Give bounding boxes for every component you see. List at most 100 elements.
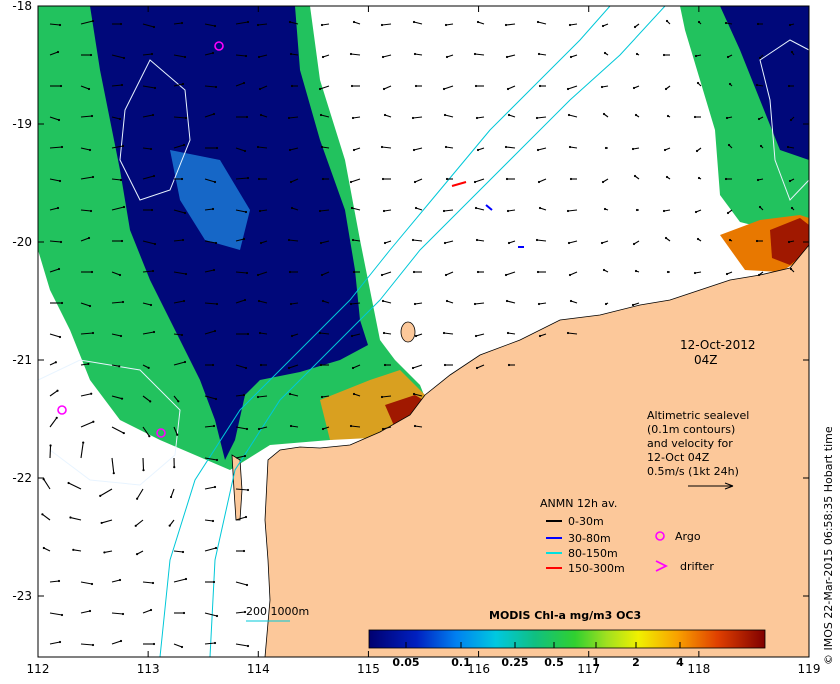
velocity-arrow-head [759, 206, 761, 208]
velocity-arrow-head [602, 25, 604, 27]
altimetry-note-line: 12-Oct 04Z [647, 451, 710, 464]
velocity-arrow-head [150, 148, 152, 150]
velocity-arrow-head [246, 272, 248, 274]
velocity-arrow-head [215, 398, 217, 400]
velocity-arrow-head [184, 361, 186, 363]
velocity-arrow-head [69, 516, 71, 518]
velocity-arrow-head [604, 208, 606, 210]
velocity-arrow-head [757, 179, 759, 181]
velocity-arrow-head [538, 303, 540, 305]
velocity-arrow-head [150, 304, 152, 306]
velocity-arrow-head [474, 181, 476, 183]
velocity-arrow-head [757, 23, 759, 25]
velocity-arrow-head [322, 178, 324, 180]
velocity-arrow-head [697, 238, 699, 240]
velocity-arrow-head [60, 85, 62, 87]
velocity-arrow-head [633, 243, 635, 245]
velocity-arrow-head [247, 333, 249, 335]
velocity-arrow-head [244, 150, 246, 152]
velocity-arrow-head [319, 210, 321, 212]
velocity-arrow-head [212, 208, 214, 210]
velocity-arrow-head [537, 21, 539, 23]
velocity-arrow-head [570, 56, 572, 58]
velocity-arrow-head [414, 53, 416, 55]
velocity-arrow-head [383, 332, 385, 334]
velocity-arrow-head [506, 300, 508, 302]
altimetry-note-line: and velocity for [647, 437, 733, 450]
velocity-arrow-head [507, 210, 509, 212]
velocity-arrow-head [321, 24, 323, 26]
velocity-arrow-head [605, 147, 607, 149]
velocity-arrow-head [601, 242, 603, 244]
velocity-arrow-head [245, 211, 247, 213]
velocity-arrow-head [181, 334, 183, 336]
velocity-arrow-head [243, 238, 245, 240]
velocity-arrow-head [663, 210, 665, 212]
velocity-arrow-head [92, 332, 94, 334]
y-tick-label: -20 [12, 235, 32, 249]
velocity-arrow-head [120, 335, 122, 337]
velocity-arrow-head [758, 118, 760, 120]
velocity-arrow-head [537, 271, 539, 273]
colorbar-tick-label: 0.05 [392, 656, 419, 669]
velocity-arrow-head [538, 181, 540, 183]
velocity-arrow-head [57, 207, 59, 209]
velocity-arrow-head [243, 550, 245, 552]
velocity-arrow-head [695, 211, 697, 213]
velocity-arrow-head [88, 88, 90, 90]
velocity-arrow-head [384, 114, 386, 116]
velocity-arrow-head [185, 117, 187, 119]
velocity-arrow-head [729, 239, 731, 241]
y-tick-label: -18 [12, 0, 32, 13]
velocity-arrow-head [288, 367, 290, 369]
drifter-legend-label: drifter [680, 560, 714, 573]
velocity-arrow-head [113, 472, 115, 474]
velocity-arrow-head [290, 303, 292, 305]
velocity-arrow-head [413, 393, 415, 395]
velocity-arrow-head [726, 273, 728, 275]
velocity-arrow-head [182, 551, 184, 553]
velocity-arrow-head [136, 553, 138, 555]
velocity-arrow-head [181, 646, 183, 648]
velocity-arrow-head [350, 303, 352, 305]
land-island[interactable] [401, 322, 415, 342]
velocity-arrow-head [443, 210, 445, 212]
velocity-arrow-head [257, 146, 259, 148]
velocity-arrow-head [505, 24, 507, 26]
velocity-arrow-head [214, 486, 216, 488]
velocity-arrow-head [321, 396, 323, 398]
velocity-arrow-head [320, 364, 322, 366]
x-tick-label: 112 [27, 662, 50, 676]
velocity-arrow-head [381, 396, 383, 398]
credit-text: © IMOS 22-Mar-2015 06:58:35 Hobart time [822, 426, 835, 665]
velocity-arrow-head [92, 20, 94, 22]
velocity-arrow-head [290, 181, 292, 183]
velocity-arrow-head [632, 304, 634, 306]
velocity-arrow-head [568, 114, 570, 116]
x-tick-label: 115 [357, 662, 380, 676]
velocity-arrow-head [257, 24, 259, 26]
velocity-arrow-head [289, 149, 291, 151]
velocity-arrow-head [142, 469, 144, 471]
velocity-arrow-head [244, 299, 246, 301]
velocity-arrow-head [507, 88, 509, 90]
velocity-arrow-head [103, 551, 105, 553]
map-time-label: 04Z [694, 353, 718, 367]
velocity-arrow-head [567, 210, 569, 212]
velocity-arrow-head [245, 55, 247, 57]
velocity-arrow-head [412, 239, 414, 241]
velocity-arrow-head [666, 20, 668, 22]
velocity-arrow-head [90, 393, 92, 395]
velocity-arrow-head [789, 180, 791, 182]
velocity-arrow-head [245, 516, 247, 518]
velocity-arrow-head [605, 303, 607, 305]
velocity-arrow-head [257, 396, 259, 398]
velocity-arrow-head [384, 364, 386, 366]
velocity-arrow-head [790, 268, 792, 270]
velocity-arrow-head [474, 53, 476, 55]
velocity-arrow-head [90, 54, 92, 56]
velocity-arrow-head [119, 579, 121, 581]
velocity-arrow-head [122, 301, 124, 303]
velocity-arrow-head [154, 243, 156, 245]
